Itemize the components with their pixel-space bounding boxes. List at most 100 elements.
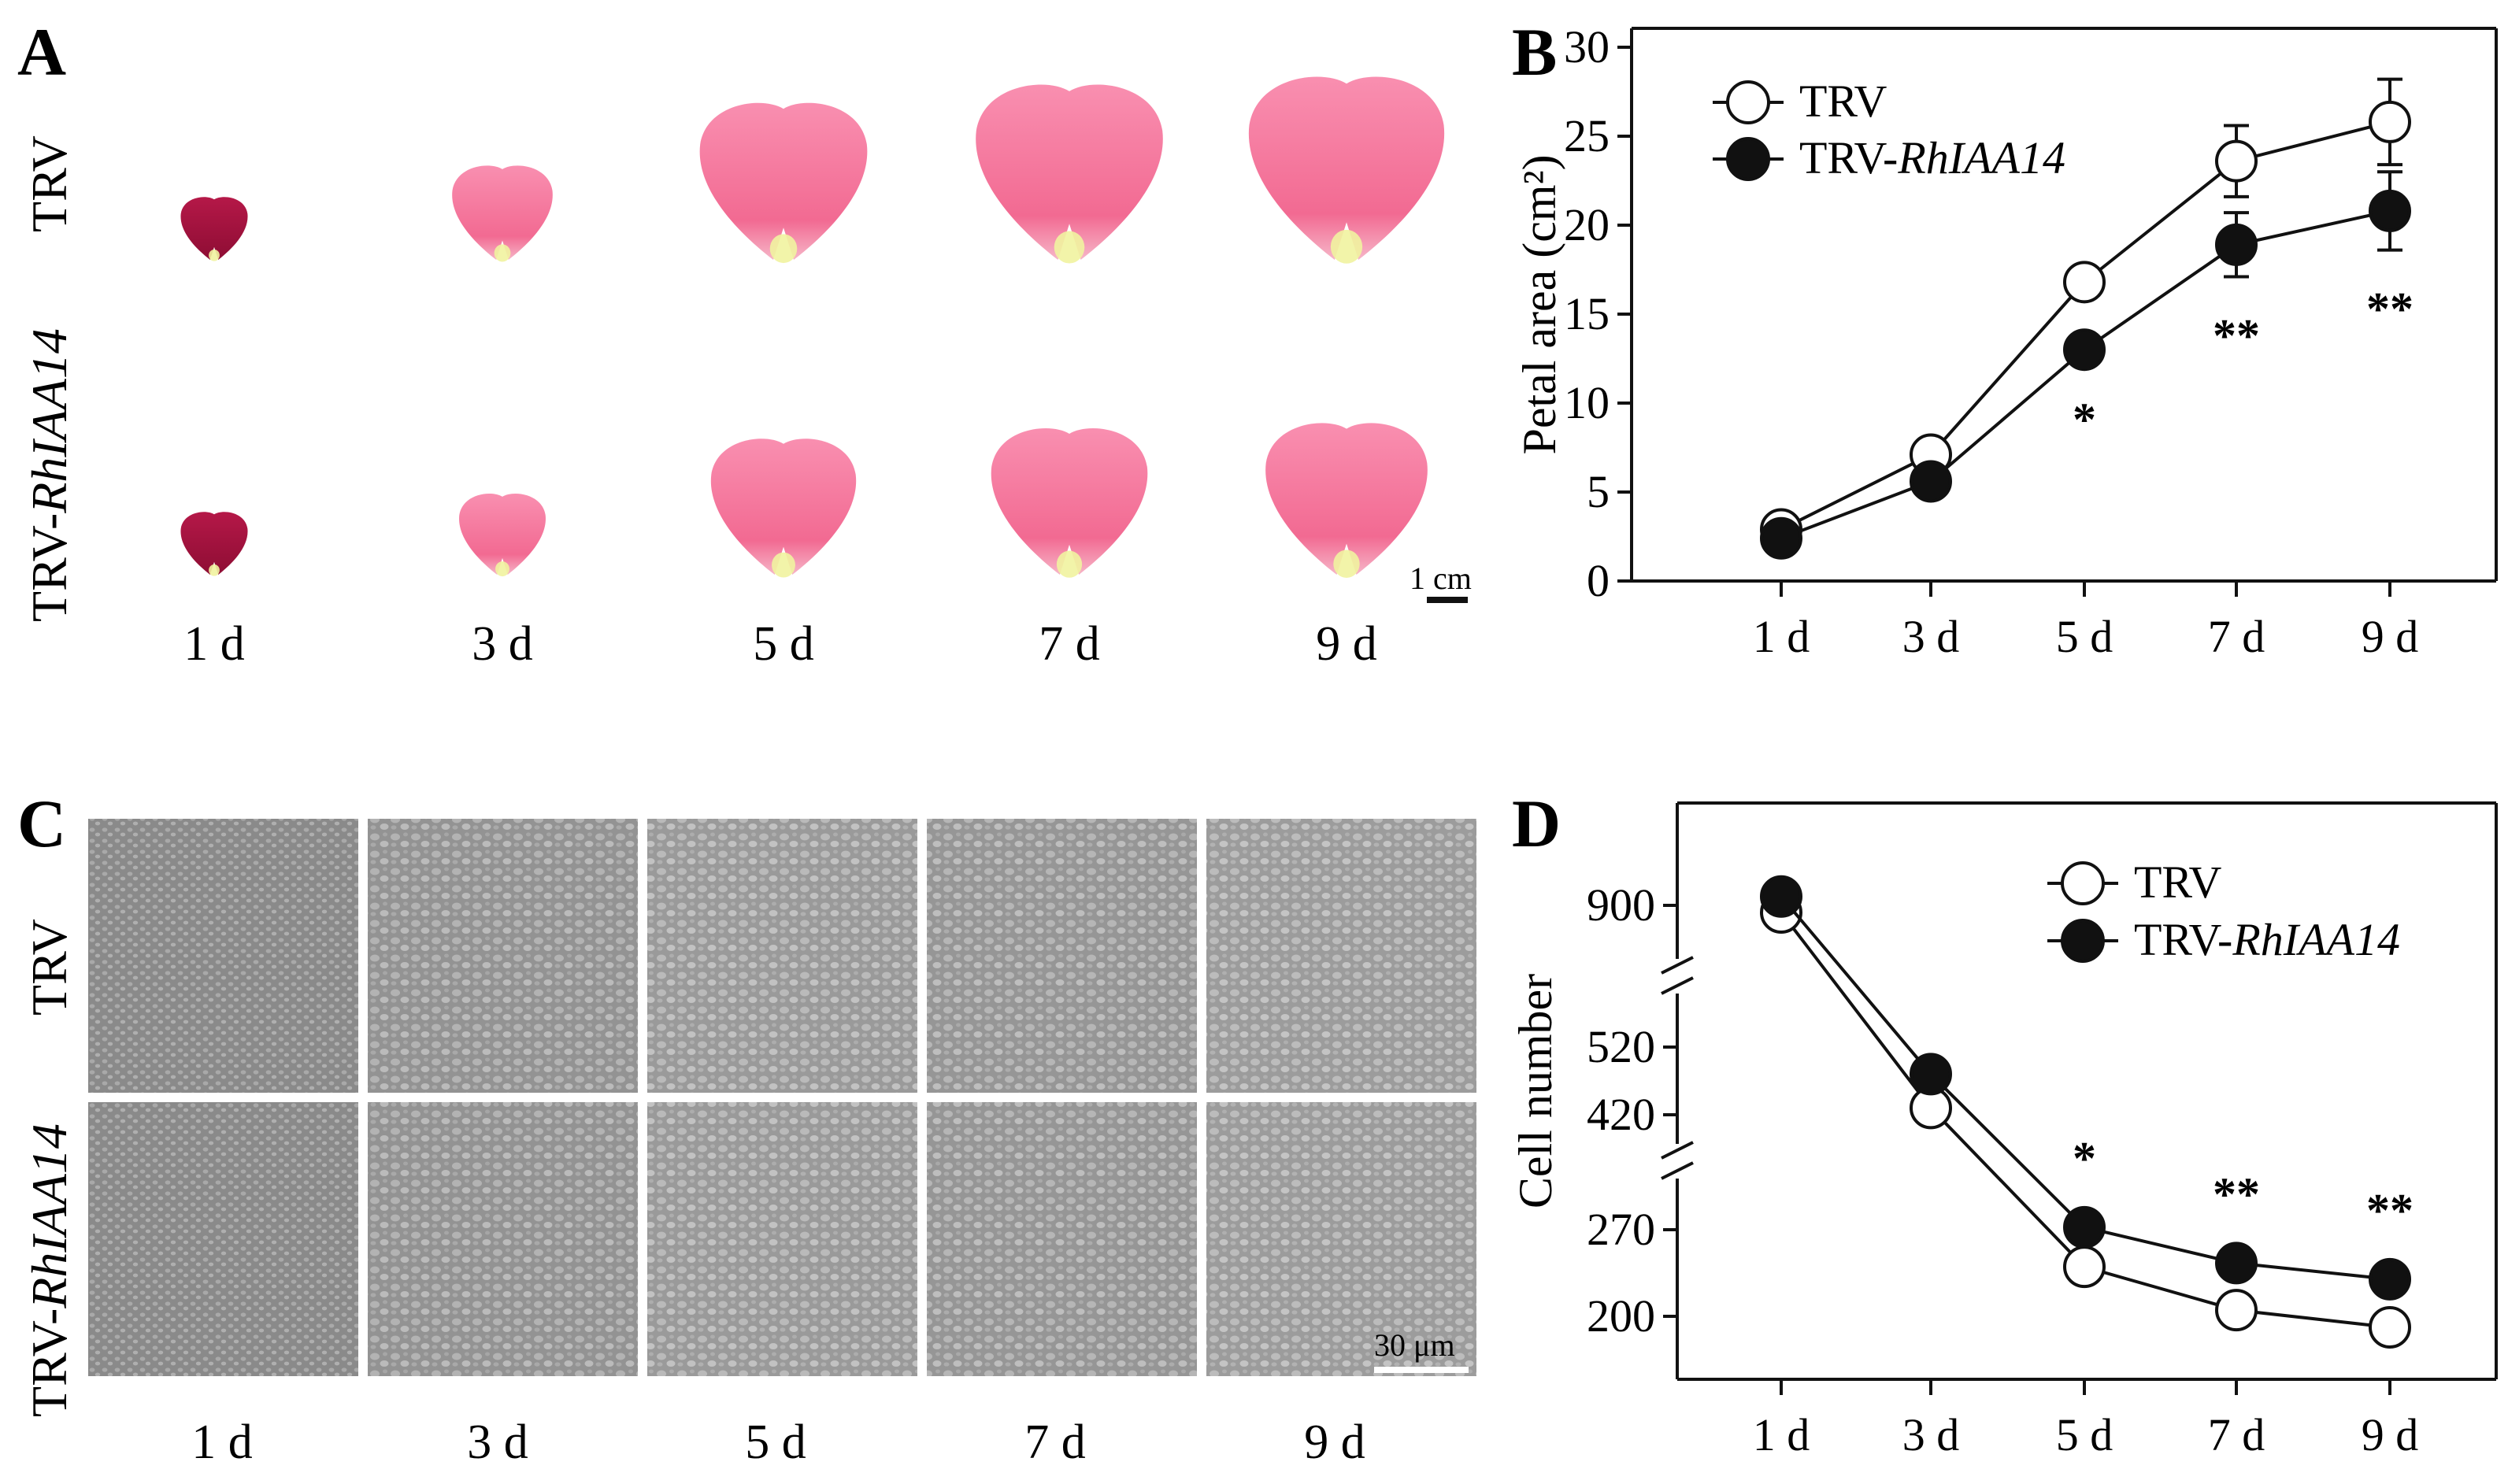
chart-b-point-0-3 bbox=[2215, 139, 2258, 183]
micrograph-trv-9d bbox=[1206, 819, 1476, 1093]
petal-trv-7d bbox=[976, 84, 1163, 260]
chart-d-point-1-0 bbox=[1760, 875, 1802, 918]
chart-b-point-1-2 bbox=[2063, 328, 2106, 372]
chart-d-ylabel: Cell number bbox=[1510, 974, 1561, 1208]
micrograph-rhiaa14-7d bbox=[927, 1102, 1197, 1376]
chart-d-legend: TRV TRV-RhIAA14 bbox=[2047, 857, 2400, 965]
panel-a-day-7: 7 d bbox=[1039, 617, 1100, 671]
chart-d-ytick-label-520: 520 bbox=[1587, 1021, 1655, 1072]
chart-d-ytick-label-200: 200 bbox=[1587, 1290, 1655, 1342]
legend-b-trv-marker bbox=[1726, 80, 1770, 124]
panel-a-letter: A bbox=[17, 14, 66, 90]
petal-trv-5d bbox=[699, 102, 868, 260]
panel-b: B 0 5 10 15 20 25 30 1 d 3 d 5 d 7 d 9 d Petal area … bbox=[1512, 14, 2498, 662]
micrograph-trv-7d bbox=[927, 819, 1197, 1093]
panel-d-letter: D bbox=[1512, 786, 1561, 861]
micrograph-tint-rhiaa14-5d bbox=[647, 1102, 917, 1376]
micrograph-trv-1d bbox=[88, 819, 358, 1093]
legend-d-rh-marker bbox=[2061, 919, 2105, 963]
chart-d-ytick-label-420: 420 bbox=[1587, 1089, 1655, 1140]
micrograph-tint-trv-1d bbox=[88, 819, 358, 1093]
chart-d-sig-1: ** bbox=[2213, 1168, 2260, 1220]
panel-a-row-label-trv: TRV bbox=[21, 135, 77, 232]
chart-b-xtick-label-1: 3 d bbox=[1902, 611, 1960, 662]
petal-row-trv bbox=[180, 76, 1445, 264]
chart-d-xtick-label-3: 7 d bbox=[2208, 1409, 2265, 1460]
petal-base-trv-7d bbox=[1054, 231, 1085, 264]
micrograph-rhiaa14-1d bbox=[88, 1102, 358, 1376]
micrograph-tint-trv-7d bbox=[927, 819, 1197, 1093]
chart-b-ytick-label-25: 25 bbox=[1564, 110, 1610, 161]
panel-c: C TRV TRV-RhIAA14 30 μm 1 d 3 d 5 d 7 d … bbox=[17, 786, 1476, 1469]
chart-b-point-1-1 bbox=[1910, 460, 1952, 503]
petal-trv-rhiaa14-9d bbox=[1265, 423, 1428, 575]
panel-c-day-3: 3 d bbox=[467, 1416, 528, 1469]
chart-b-ytick-label-10: 10 bbox=[1564, 377, 1610, 428]
micrograph-tint-rhiaa14-1d bbox=[88, 1102, 358, 1376]
legend-d-rh-label: TRV-RhIAA14 bbox=[2134, 914, 2400, 965]
chart-b-point-1-4 bbox=[2369, 189, 2411, 232]
chart-d-point-1-2 bbox=[2063, 1205, 2106, 1249]
panel-c-day-9: 9 d bbox=[1304, 1416, 1365, 1469]
panel-a-scale-bar bbox=[1427, 597, 1468, 603]
chart-b-ytick-label-20: 20 bbox=[1564, 199, 1610, 250]
panel-c-day-5: 5 d bbox=[745, 1416, 806, 1469]
micrograph-trv-5d bbox=[647, 819, 917, 1093]
petal-trv-rhiaa14-7d bbox=[991, 427, 1148, 575]
chart-d-xtick-label-0: 1 d bbox=[1753, 1409, 1810, 1460]
micrograph-rhiaa14-3d bbox=[368, 1102, 638, 1376]
panel-c-scale-label: 30 μm bbox=[1374, 1327, 1455, 1363]
chart-b-sig-1: ** bbox=[2213, 310, 2260, 362]
panel-a-day-9: 9 d bbox=[1316, 617, 1377, 671]
chart-d-xtick-label-4: 9 d bbox=[2362, 1409, 2419, 1460]
chart-d-ytick-label-900: 900 bbox=[1587, 879, 1655, 931]
legend-d-trv-marker bbox=[2061, 861, 2105, 905]
panel-a-day-1: 1 d bbox=[183, 617, 245, 671]
chart-d-point-0-4 bbox=[2369, 1306, 2411, 1349]
chart-b-point-0-4 bbox=[2369, 100, 2411, 143]
chart-d-break-mark-a-0 bbox=[1661, 956, 1694, 975]
petal-base-trv-rhiaa14-9d bbox=[1333, 550, 1360, 578]
chart-b-line-1 bbox=[1780, 209, 2391, 540]
chart-b-point-1-0 bbox=[1760, 516, 1802, 560]
chart-b-point-1-3 bbox=[2215, 223, 2258, 266]
petal-trv-rhiaa14-5d bbox=[710, 439, 857, 575]
micrograph-rhiaa14-5d bbox=[647, 1102, 917, 1376]
legend-b-rh-label: TRV-RhIAA14 bbox=[1799, 132, 2065, 183]
panel-c-letter: C bbox=[17, 786, 66, 861]
micrograph-grid bbox=[88, 819, 1476, 1376]
chart-d-xtick-label-1: 3 d bbox=[1902, 1409, 1960, 1460]
panel-c-row-label-rhiaa14: TRV-RhIAA14 bbox=[21, 1123, 77, 1417]
chart-b-xtick-label-4: 9 d bbox=[2362, 611, 2419, 662]
petal-base-trv-rhiaa14-5d bbox=[772, 552, 795, 578]
legend-d-trv-label: TRV bbox=[2134, 857, 2221, 908]
chart-b-ytick-label-30: 30 bbox=[1564, 21, 1610, 72]
micrograph-tint-trv-9d bbox=[1206, 819, 1476, 1093]
petal-row-rhiaa14 bbox=[180, 423, 1428, 578]
chart-d-point-1-4 bbox=[2369, 1257, 2411, 1301]
chart-b-sig-0: * bbox=[2073, 394, 2096, 446]
micrograph-tint-trv-3d bbox=[368, 819, 638, 1093]
micrograph-tint-trv-5d bbox=[647, 819, 917, 1093]
micrograph-tint-rhiaa14-3d bbox=[368, 1102, 638, 1376]
chart-d-sig-2: ** bbox=[2366, 1184, 2414, 1236]
petal-base-trv-rhiaa14-1d bbox=[209, 564, 220, 576]
panel-c-day-1: 1 d bbox=[191, 1416, 253, 1469]
panel-a-day-5: 5 d bbox=[753, 617, 814, 671]
panel-a-row-label-rhiaa14: TRV-RhIAA14 bbox=[21, 328, 77, 622]
chart-d-break-mark-b-1 bbox=[1661, 1161, 1694, 1180]
petal-base-trv-5d bbox=[769, 234, 798, 264]
petal-base-trv-rhiaa14-7d bbox=[1056, 550, 1083, 578]
legend-b-rh-marker bbox=[1726, 137, 1770, 181]
micrograph-trv-3d bbox=[368, 819, 638, 1093]
chart-b: 0 5 10 15 20 25 30 1 d 3 d 5 d 7 d 9 d Petal area (c… bbox=[1513, 21, 2498, 662]
legend-b-trv-label: TRV bbox=[1799, 76, 1887, 127]
panel-a: A TRV TRV-RhIAA14 1 cm 1 d 3 d 5 d 7 d 9… bbox=[17, 14, 1472, 671]
panel-c-scale-bar bbox=[1374, 1367, 1469, 1373]
chart-d-point-1-1 bbox=[1910, 1053, 1952, 1096]
panel-c-day-7: 7 d bbox=[1024, 1416, 1086, 1469]
chart-b-point-0-2 bbox=[2063, 261, 2106, 304]
chart-b-xtick-label-2: 5 d bbox=[2056, 611, 2113, 662]
petal-base-trv-9d bbox=[1330, 229, 1363, 264]
chart-d-point-1-3 bbox=[2215, 1242, 2258, 1285]
